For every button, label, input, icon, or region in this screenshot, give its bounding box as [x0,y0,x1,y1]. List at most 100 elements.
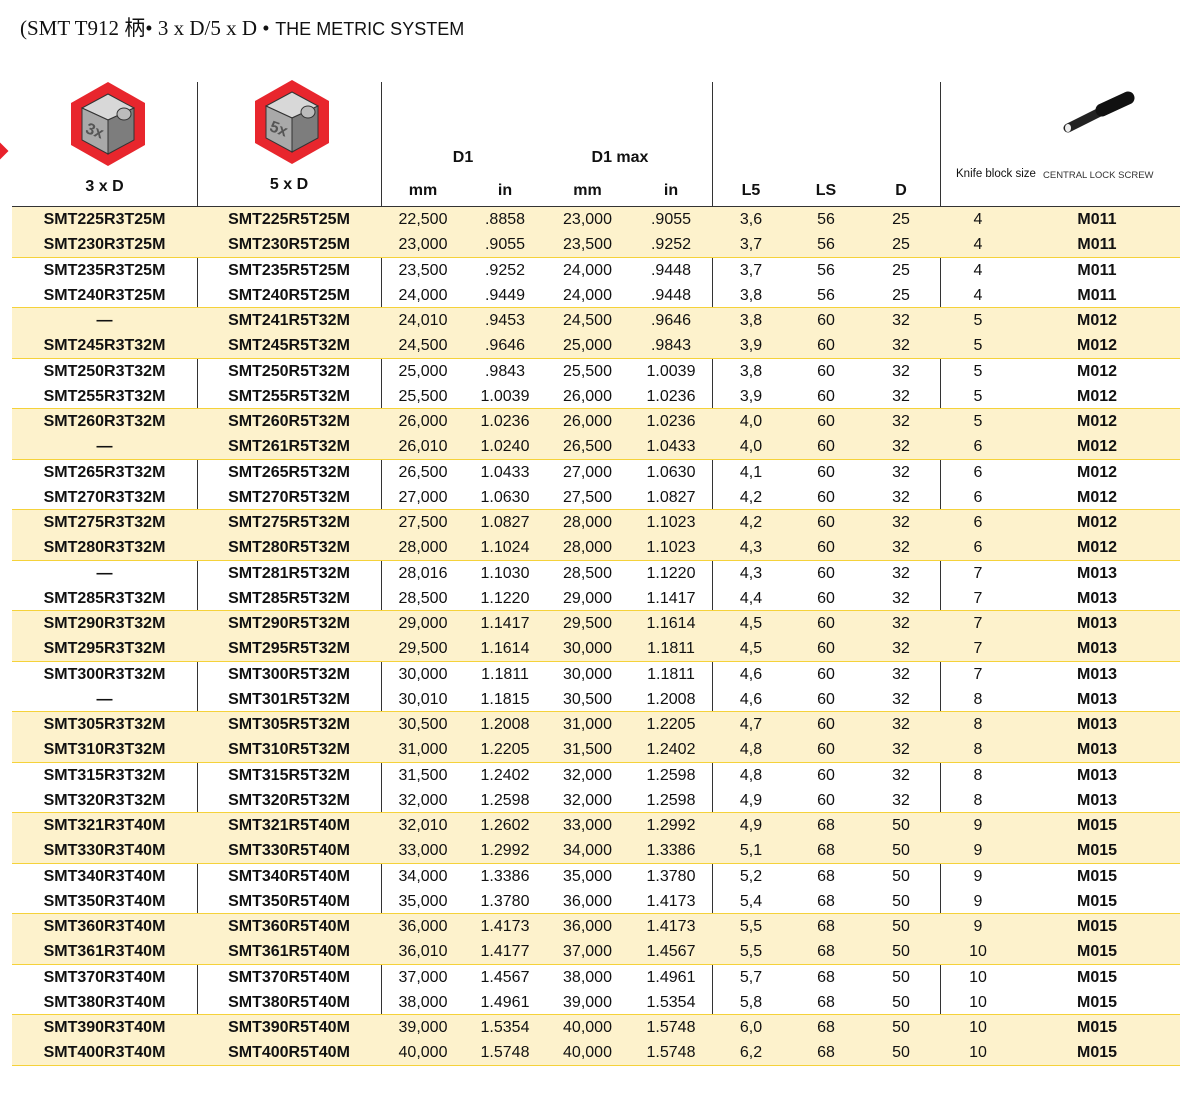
d1-in: .9449 [484,286,526,304]
knife-block-size: 7 [973,665,983,683]
d: 32 [892,690,910,708]
ls: 68 [817,892,835,910]
column-divider [940,82,941,1065]
table-row: SMT300R3T32M SMT300R5T32M 30,000 1.1811 30,0… [12,662,1180,687]
d1max-in: 1.4961 [646,968,696,986]
table-row: SMT320R3T32M SMT320R5T32M 32,000 1.2598 32,0… [12,788,1180,813]
d1-mm: 27,500 [398,514,448,531]
d1max-mm: 26,000 [563,413,612,430]
ls: 60 [817,741,835,759]
d1max-in: 1.0236 [646,387,696,405]
d1-in: 1.3780 [480,892,530,910]
code-3xd: SMT250R3T32M [43,362,166,380]
d1max-mm: 35,000 [563,867,612,885]
d: 50 [892,993,910,1011]
d1-mm: 37,000 [398,968,448,986]
table-row: SMT310R3T32M SMT310R5T32M 31,000 1.2205 31,5… [12,737,1180,763]
table-row: SMT255R3T32M SMT255R5T32M 25,500 1.0039 26,0… [12,384,1180,409]
d1max-in: 1.0433 [646,438,696,456]
d1max-in: 1.5748 [646,1044,696,1062]
l5: 4,2 [739,488,763,506]
knife-block-size: 8 [973,791,983,809]
knife-block-size: 8 [973,741,983,759]
ls: 60 [817,514,835,531]
table-row: SMT225R3T25M SMT225R5T25M 22,500 .8858 23,00… [12,207,1180,233]
l5: 5,2 [739,867,763,885]
table-row: — SMT301R5T32M 30,010 1.1815 30,500 1.2008 4,6… [12,687,1180,712]
d1-mm: 32,010 [398,817,448,834]
d1max-in: 1.2992 [646,817,696,834]
table-row: SMT370R3T40M SMT370R5T40M 37,000 1.4567 38,0… [12,965,1180,990]
d1max-in: .9843 [650,337,692,355]
table-row: SMT390R3T40M SMT390R5T40M 39,000 1.5354 40,0… [12,1015,1180,1041]
ls: 60 [817,488,835,506]
ls: 68 [817,842,835,860]
knife-block-size: 9 [973,867,983,885]
code-5xd: SMT361R5T40M [228,943,350,961]
code-5xd: SMT261R5T32M [228,438,350,456]
l5: 3,6 [739,211,763,228]
ls: 60 [817,438,835,456]
l5: 4,3 [739,539,763,557]
d1-in: 1.2598 [480,791,530,809]
l5: 4,4 [739,589,763,607]
code-5xd: SMT240R5T25M [228,286,350,304]
lock-screw: M012 [1076,514,1118,531]
l5: 3,9 [739,387,763,405]
table-row: SMT400R3T40M SMT400R5T40M 40,000 1.5748 40,0… [12,1040,1180,1066]
d1max-mm: 36,000 [563,918,612,935]
d1max-in: .9646 [650,312,692,329]
d1max-mm: 24,000 [563,261,612,279]
d: 50 [892,817,910,834]
l5: 3,8 [739,362,763,380]
d1max-mm: 34,000 [563,842,612,860]
column-divider [712,82,713,1065]
lock-screw: M013 [1076,766,1118,784]
knife-block-size: 8 [973,690,983,708]
code-5xd: SMT245R5T32M [228,337,350,355]
code-3xd: SMT265R3T32M [43,463,166,481]
header-d1max-mm: mm [573,182,602,199]
d: 50 [892,1019,910,1036]
knife-block-size: 9 [973,892,983,910]
code-3xd: SMT300R3T32M [43,665,166,683]
d1-in: 1.1614 [480,640,530,658]
ls: 68 [817,1044,835,1062]
code-3xd: SMT320R3T32M [43,791,166,809]
d: 50 [892,842,910,860]
code-5xd: SMT290R5T32M [228,615,350,632]
d1max-mm: 27,000 [563,463,612,481]
lock-screw: M012 [1076,413,1118,430]
l5: 4,7 [739,716,763,733]
l5: 4,8 [739,741,763,759]
code-5xd: SMT340R5T40M [228,867,350,885]
d1-mm: 31,500 [398,766,448,784]
table-row: SMT285R3T32M SMT285R5T32M 28,500 1.1220 29,0… [12,586,1180,611]
code-3xd: SMT350R3T40M [43,892,166,910]
d: 32 [892,791,910,809]
lock-screw: M011 [1077,236,1117,254]
d1max-mm: 25,000 [563,337,612,355]
l5: 5,5 [739,918,763,935]
ls: 60 [817,312,835,329]
d1-mm: 28,016 [398,564,448,582]
knife-block-size: 5 [973,387,983,405]
code-5xd: SMT370R5T40M [228,968,350,986]
knife-block-size: 6 [973,438,983,456]
table-row: SMT321R3T40M SMT321R5T40M 32,010 1.2602 33,0… [12,813,1180,839]
code-3xd: — [96,690,113,708]
header-d1max: D1 max [591,149,649,166]
code-5xd: SMT281R5T32M [228,564,350,582]
d1max-mm: 33,000 [563,817,612,834]
code-3xd: SMT230R3T25M [43,236,166,254]
table-row: — SMT241R5T32M 24,010 .9453 24,500 .9646 3,8 60… [12,308,1180,334]
d1-mm: 28,500 [398,589,448,607]
knife-block-size: 4 [973,211,983,228]
ls: 60 [817,716,835,733]
code-3xd: SMT295R3T32M [43,640,166,658]
code-3xd: SMT390R3T40M [43,1019,166,1036]
lock-screw: M013 [1076,564,1118,582]
d1max-mm: 31,000 [563,716,612,733]
page-marker [0,142,9,160]
table-row: SMT290R3T32M SMT290R5T32M 29,000 1.1417 29,5… [12,611,1180,637]
